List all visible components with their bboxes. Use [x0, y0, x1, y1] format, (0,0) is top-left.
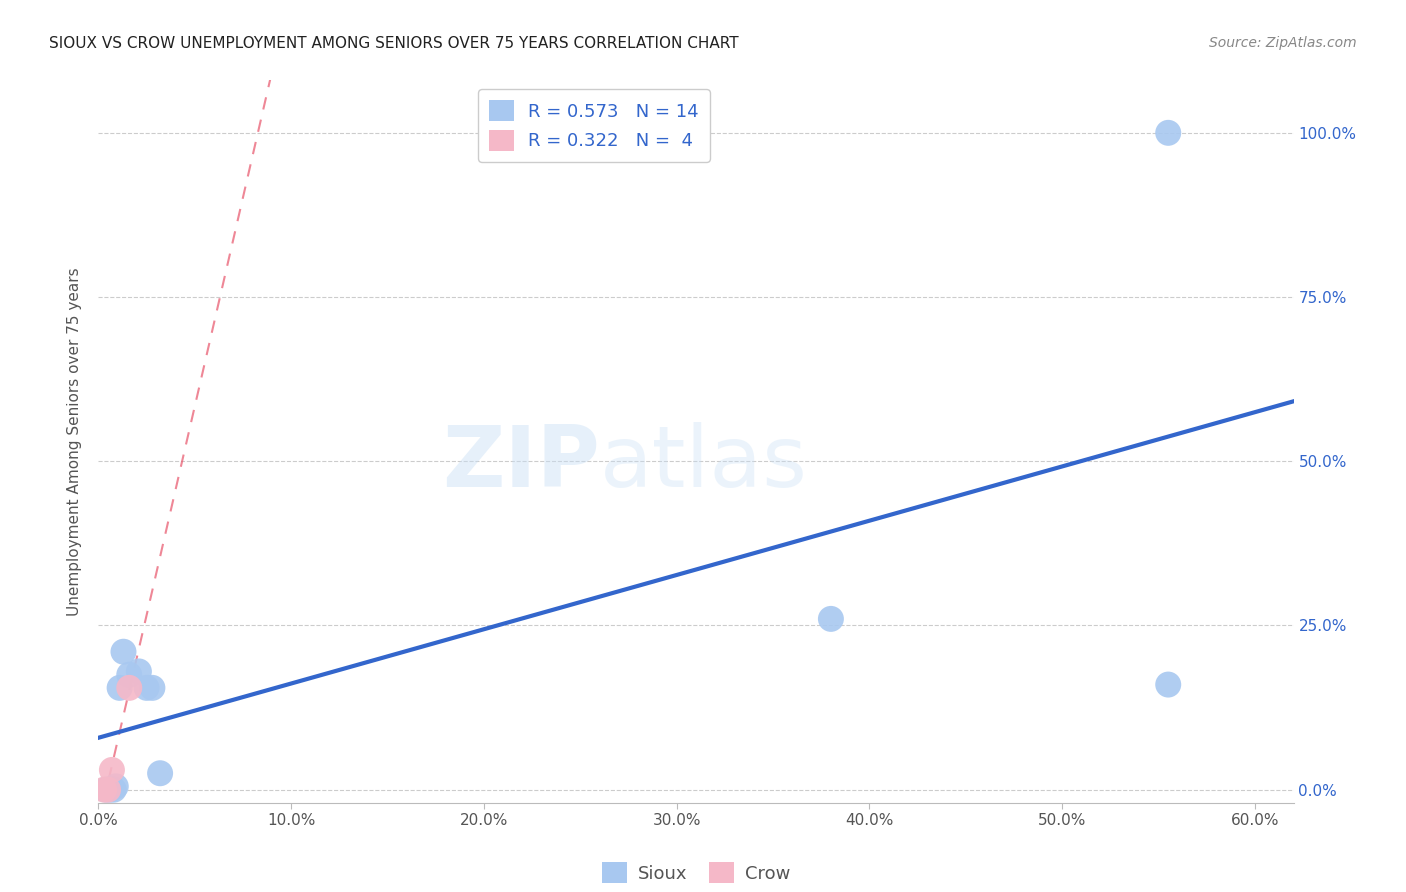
Text: ZIP: ZIP: [443, 422, 600, 505]
Point: [103, 782, 125, 797]
Point: [108, 681, 131, 695]
Point: [1157, 677, 1180, 691]
Text: atlas: atlas: [600, 422, 808, 505]
Point: [135, 681, 157, 695]
Point: [141, 681, 163, 695]
Point: [101, 763, 124, 777]
Point: [118, 667, 141, 681]
Y-axis label: Unemployment Among Seniors over 75 years: Unemployment Among Seniors over 75 years: [67, 268, 83, 615]
Legend: Sioux, Crow: Sioux, Crow: [595, 855, 797, 890]
Text: SIOUX VS CROW UNEMPLOYMENT AMONG SENIORS OVER 75 YEARS CORRELATION CHART: SIOUX VS CROW UNEMPLOYMENT AMONG SENIORS…: [49, 36, 738, 51]
Point: [1157, 126, 1180, 140]
Point: [118, 681, 141, 695]
Point: [93, 782, 115, 797]
Point: [112, 645, 135, 659]
Point: [98, 782, 121, 797]
Point: [820, 612, 842, 626]
Text: Source: ZipAtlas.com: Source: ZipAtlas.com: [1209, 36, 1357, 50]
Point: [97, 782, 120, 797]
Point: [128, 665, 150, 679]
Point: [94, 782, 117, 797]
Point: [149, 766, 172, 780]
Point: [104, 780, 127, 794]
